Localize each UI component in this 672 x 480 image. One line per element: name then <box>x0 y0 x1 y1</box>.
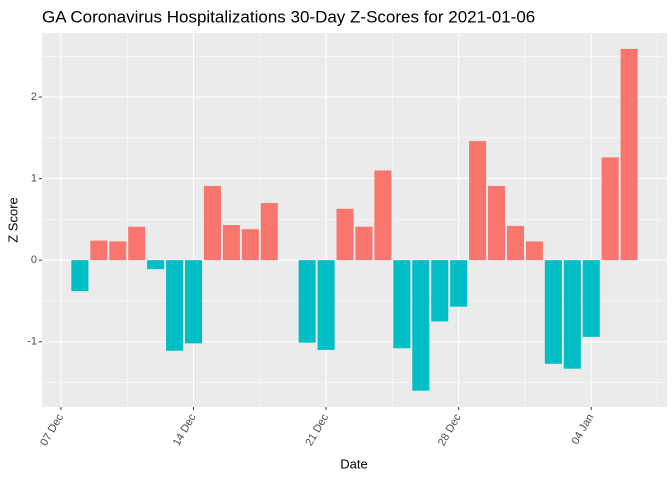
bar <box>582 260 600 337</box>
panel <box>42 33 667 407</box>
bar <box>620 48 638 261</box>
x-tick-label: 14 Dec <box>171 412 199 449</box>
bar <box>184 260 203 344</box>
bar <box>90 240 108 261</box>
bar <box>393 260 411 349</box>
y-tick-label: 0 <box>31 254 37 266</box>
bar <box>128 226 146 261</box>
y-axis-title: Z Score <box>5 197 20 243</box>
bar <box>469 141 487 261</box>
bar <box>601 157 619 261</box>
bar <box>71 260 89 292</box>
bar <box>544 260 562 364</box>
bar <box>260 203 278 261</box>
y-tick-label: 2 <box>31 91 37 103</box>
bar <box>222 225 240 261</box>
bar <box>412 260 430 391</box>
y-tick-label: 1 <box>31 173 37 185</box>
bar <box>488 185 506 261</box>
x-tick-label: 28 Dec <box>436 412 464 449</box>
bar <box>355 226 373 261</box>
bar <box>525 241 543 261</box>
bar <box>506 225 525 261</box>
bar <box>203 185 221 261</box>
bar <box>336 208 354 261</box>
bar <box>298 260 316 343</box>
bar <box>317 260 335 350</box>
y-tick-label: -1 <box>27 336 37 348</box>
x-axis-title: Date <box>340 456 367 471</box>
bars <box>71 48 638 391</box>
chart-title: GA Coronavirus Hospitalizations 30-Day Z… <box>42 7 535 26</box>
grid <box>42 33 667 407</box>
bar <box>166 260 184 351</box>
bar <box>563 260 581 369</box>
bar <box>450 260 468 307</box>
x-tick-label: 21 Dec <box>303 412 331 449</box>
bar <box>431 260 449 322</box>
x-tick-label: 04 Jan <box>569 412 596 447</box>
bar <box>241 229 259 261</box>
bar <box>147 260 165 270</box>
bar <box>109 241 127 261</box>
x-tick-label: 07 Dec <box>38 412 66 449</box>
bar <box>374 170 392 261</box>
